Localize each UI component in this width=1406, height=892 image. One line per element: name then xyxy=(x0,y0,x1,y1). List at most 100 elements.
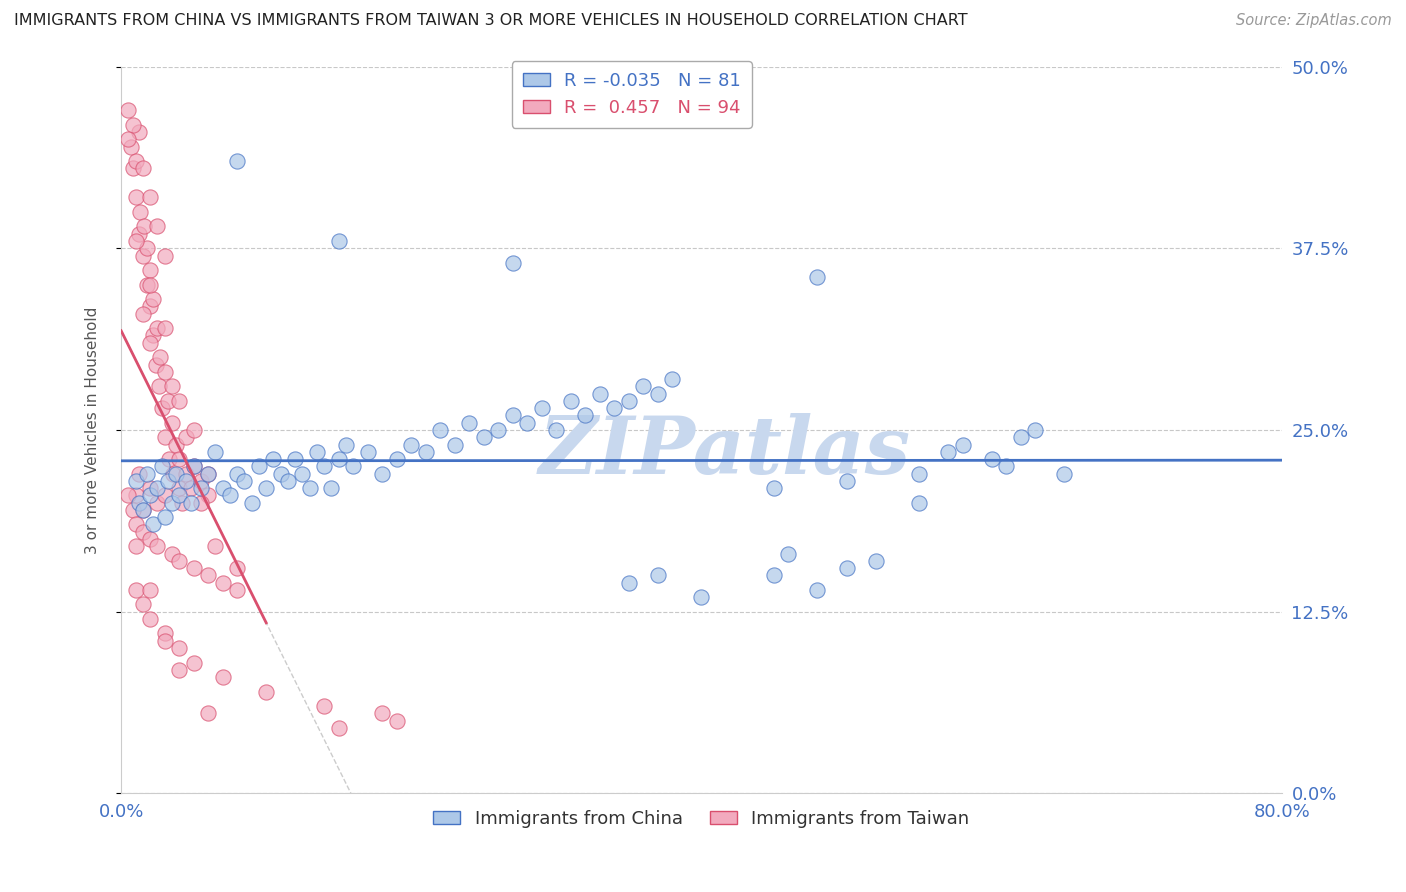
Point xyxy=(180,481,202,495)
Point xyxy=(298,481,321,495)
Point xyxy=(226,561,249,575)
Point xyxy=(908,496,931,510)
Point xyxy=(197,467,219,481)
Point xyxy=(139,582,162,597)
Point xyxy=(197,706,219,721)
Point xyxy=(197,488,219,502)
Point xyxy=(121,503,143,517)
Point xyxy=(516,416,538,430)
Point xyxy=(980,452,1002,467)
Point xyxy=(183,561,205,575)
Point xyxy=(139,612,162,626)
Point xyxy=(142,328,165,343)
Point xyxy=(233,474,256,488)
Point xyxy=(132,503,155,517)
Point xyxy=(150,459,173,474)
Point xyxy=(139,335,162,350)
Point xyxy=(190,474,212,488)
Point xyxy=(335,437,357,451)
Point xyxy=(328,234,350,248)
Point xyxy=(146,496,169,510)
Point xyxy=(167,393,190,408)
Point xyxy=(183,459,205,474)
Point xyxy=(157,452,180,467)
Point xyxy=(190,481,212,495)
Point xyxy=(165,437,187,451)
Point xyxy=(995,459,1018,474)
Point xyxy=(132,161,155,176)
Point xyxy=(443,437,465,451)
Point xyxy=(305,444,328,458)
Point xyxy=(142,292,165,306)
Point xyxy=(124,474,146,488)
Point xyxy=(211,575,233,590)
Point xyxy=(148,379,170,393)
Point xyxy=(139,277,162,292)
Point xyxy=(128,467,150,481)
Point xyxy=(124,190,146,204)
Point xyxy=(150,401,173,416)
Legend: Immigrants from China, Immigrants from Taiwan: Immigrants from China, Immigrants from T… xyxy=(426,803,977,835)
Point xyxy=(129,205,152,219)
Point xyxy=(124,154,146,169)
Point xyxy=(121,161,143,176)
Point xyxy=(371,706,394,721)
Point xyxy=(153,365,176,379)
Point xyxy=(254,481,277,495)
Point xyxy=(603,401,626,416)
Point xyxy=(778,547,800,561)
Point xyxy=(357,444,380,458)
Point xyxy=(690,590,713,604)
Point xyxy=(139,300,162,314)
Point xyxy=(546,423,568,437)
Point xyxy=(183,459,205,474)
Point xyxy=(153,626,176,640)
Point xyxy=(486,423,509,437)
Point xyxy=(160,416,183,430)
Point xyxy=(170,496,193,510)
Point xyxy=(124,488,146,502)
Point xyxy=(128,496,150,510)
Point xyxy=(617,393,640,408)
Point xyxy=(1010,430,1032,444)
Point xyxy=(124,517,146,532)
Point xyxy=(661,372,683,386)
Point xyxy=(321,481,343,495)
Point xyxy=(176,474,198,488)
Point xyxy=(226,582,249,597)
Point xyxy=(1024,423,1046,437)
Point xyxy=(134,219,156,234)
Point xyxy=(401,437,423,451)
Point xyxy=(136,277,159,292)
Point xyxy=(806,270,828,285)
Point xyxy=(136,241,159,255)
Point xyxy=(139,488,162,502)
Point xyxy=(647,386,669,401)
Point xyxy=(502,409,524,423)
Point xyxy=(153,321,176,335)
Point xyxy=(153,633,176,648)
Point xyxy=(835,561,858,575)
Point xyxy=(124,234,146,248)
Point xyxy=(121,118,143,132)
Point xyxy=(291,467,314,481)
Point xyxy=(342,459,364,474)
Point xyxy=(132,524,155,539)
Point xyxy=(176,467,198,481)
Point xyxy=(415,444,437,458)
Point xyxy=(240,496,263,510)
Point xyxy=(530,401,553,416)
Point xyxy=(156,393,179,408)
Point xyxy=(160,496,183,510)
Point xyxy=(908,467,931,481)
Point xyxy=(120,139,142,153)
Point xyxy=(139,481,162,495)
Text: Source: ZipAtlas.com: Source: ZipAtlas.com xyxy=(1236,13,1392,29)
Point xyxy=(314,699,336,714)
Point xyxy=(762,481,785,495)
Point xyxy=(204,539,226,553)
Point xyxy=(146,321,169,335)
Point xyxy=(197,467,219,481)
Point xyxy=(204,444,226,458)
Point xyxy=(247,459,270,474)
